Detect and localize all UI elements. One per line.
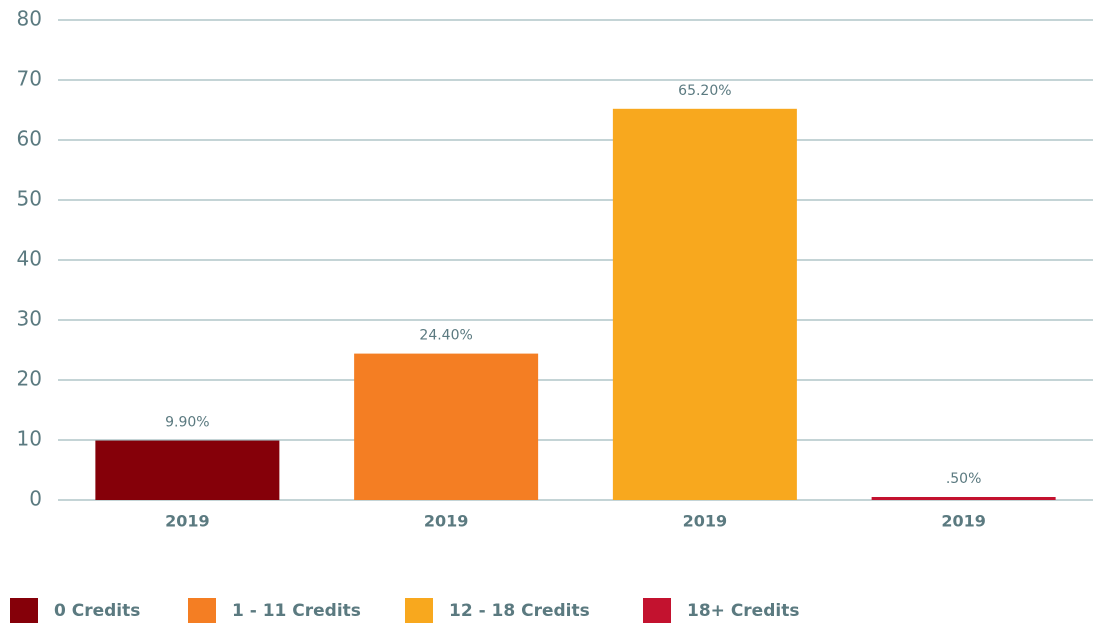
legend-swatch bbox=[188, 598, 216, 623]
legend-swatch bbox=[405, 598, 433, 623]
legend-label: 0 Credits bbox=[54, 601, 140, 621]
bar bbox=[871, 497, 1056, 500]
x-tick-label: 2019 bbox=[683, 512, 728, 531]
y-tick-label: 80 bbox=[17, 7, 42, 31]
value-label: .50% bbox=[946, 471, 982, 487]
legend-swatch bbox=[10, 598, 38, 623]
value-label: 65.20% bbox=[678, 83, 731, 99]
y-tick-label: 20 bbox=[17, 367, 42, 391]
y-tick-label: 50 bbox=[17, 187, 42, 211]
legend-label: 12 - 18 Credits bbox=[449, 601, 590, 621]
bar bbox=[612, 108, 797, 501]
bar bbox=[354, 353, 539, 500]
y-tick-label: 40 bbox=[17, 247, 42, 271]
y-tick-label: 0 bbox=[29, 487, 42, 511]
legend-swatch bbox=[643, 598, 671, 623]
y-tick-label: 60 bbox=[17, 127, 42, 151]
x-tick-label: 2019 bbox=[424, 512, 469, 531]
x-tick-label: 2019 bbox=[165, 512, 210, 531]
legend-label: 1 - 11 Credits bbox=[232, 601, 361, 621]
y-tick-label: 70 bbox=[17, 67, 42, 91]
value-label: 9.90% bbox=[165, 415, 209, 431]
legend-label: 18+ Credits bbox=[687, 601, 799, 621]
value-label: 24.40% bbox=[419, 328, 472, 344]
x-tick-label: 2019 bbox=[941, 512, 986, 531]
y-tick-label: 10 bbox=[17, 427, 42, 451]
bar bbox=[95, 440, 280, 500]
y-tick-label: 30 bbox=[17, 307, 42, 331]
